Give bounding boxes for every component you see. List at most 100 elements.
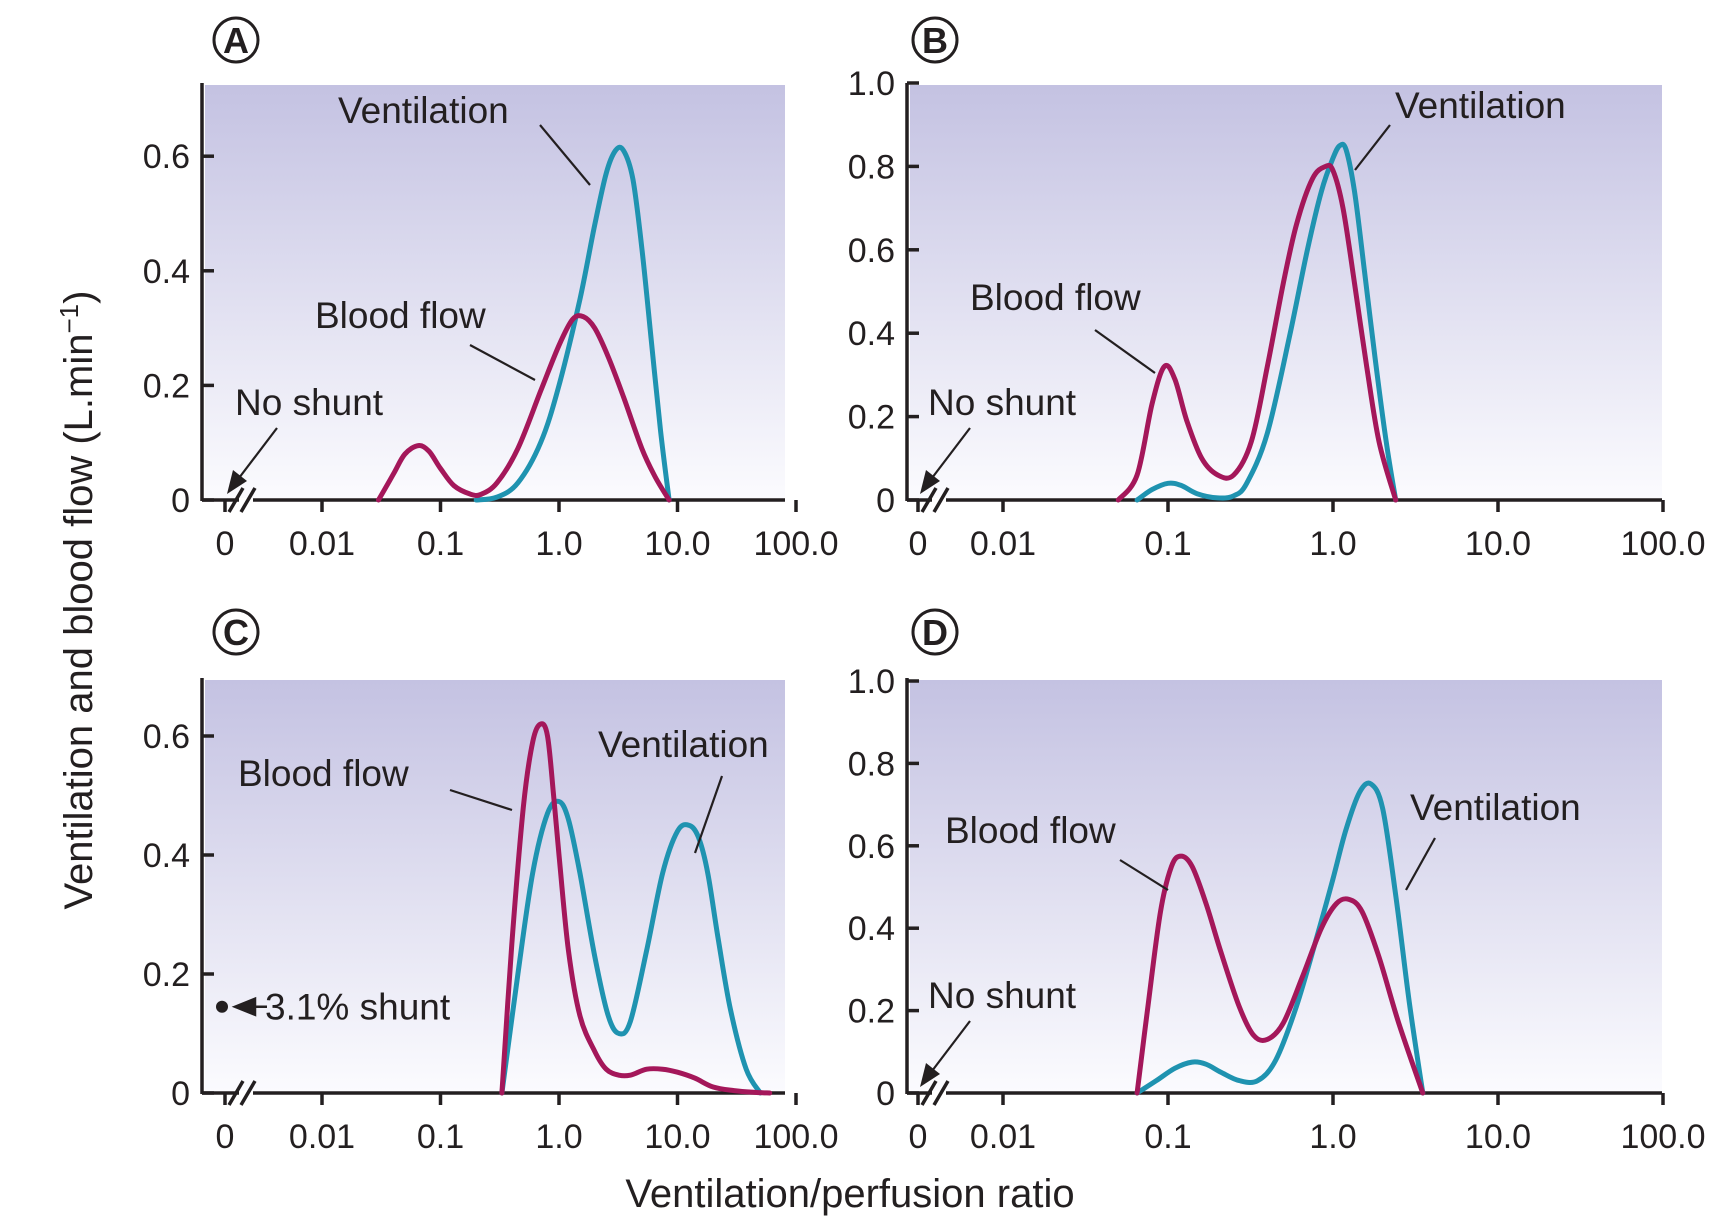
blood-flow-label: Blood flow [238,753,409,794]
panel-badge-letter: A [223,20,249,61]
y-tick-label: 0 [171,1075,190,1113]
ventilation-label: Ventilation [1395,85,1566,126]
y-tick-label: 0.2 [848,399,895,437]
no-shunt-arrow-line [238,427,278,479]
ventilation-leader-line [539,124,591,186]
plot-background [205,85,785,498]
y-tick-label: 0.6 [848,232,895,270]
blood-flow-leader-line [449,788,513,812]
x-tick-label: 0 [909,525,928,563]
x-tick-label: 1.0 [1309,1118,1356,1156]
x-tick-label: 1.0 [535,525,582,563]
blood-flow-curve [499,721,773,1096]
y-tick-label: 1.0 [848,65,895,103]
shunt-label: 3.1% shunt [265,987,451,1028]
arrowhead-icon [227,470,247,494]
no-shunt-label: No shunt [928,975,1077,1016]
panel-a: 0 0.2 0.4 0.6 0 0.01 0.1 1.0 10.0 100.0 Ventilatio… [143,16,839,563]
panel-badge-letter: C [223,612,249,653]
arrowhead-icon [920,470,940,494]
axis-break-mark [227,487,257,513]
blood-flow-label: Blood flow [945,810,1116,851]
ventilation-label: Ventilation [1410,787,1581,828]
x-tick-label: 0.01 [970,1118,1036,1156]
y-tick-label: 0.2 [848,993,895,1031]
panel-d: 0 0.2 0.4 0.6 0.8 1.0 0 0.01 0.1 1.0 10.0 100.0 Vent… [848,608,1706,1156]
panels: 0 0.2 0.4 0.6 0 0.01 0.1 1.0 10.0 100.0 Ventilatio… [143,16,1706,1156]
y-tick-label: 0.4 [848,315,895,353]
panel-b: 0 0.2 0.4 0.6 0.8 1.0 0 0.01 0.1 1.0 10.0 100.0 Vent… [848,16,1706,563]
x-tick-label: 0 [216,1118,235,1156]
shunt-marker [216,1000,228,1013]
arrowhead-icon [920,1063,940,1087]
y-tick-label: 0 [171,482,190,520]
ventilation-curve [473,144,672,503]
x-axis-label: Ventilation/perfusion ratio [625,1172,1074,1216]
blood-flow-curve [1115,162,1399,503]
y-axis-label-close: ) [57,291,101,304]
blood-flow-leader-line [1119,859,1169,891]
x-tick-label: 100.0 [753,1118,838,1156]
x-tick-label: 100.0 [1620,525,1705,563]
x-tick-label: 0.1 [1144,1118,1191,1156]
x-tick-label: 100.0 [1620,1118,1705,1156]
blood-flow-label: Blood flow [315,295,486,336]
panel-badge-circle [911,608,959,656]
axis-break-mark [920,487,950,513]
y-axis-label-superscript: −1 [54,304,84,334]
y-tick-label: 0.4 [143,253,190,291]
panel-badge-circle [212,608,260,656]
ventilation-curve [1134,141,1399,503]
ventilation-leader-line [693,775,724,854]
x-tick-label: 1.0 [535,1118,582,1156]
no-shunt-arrow-line [931,427,971,479]
no-shunt-label: No shunt [928,382,1077,423]
y-tick-label: 0.6 [143,718,190,756]
panel-badge-circle [212,16,260,64]
x-tick-label: 0.1 [1144,525,1191,563]
blood-flow-curve [376,313,672,503]
y-tick-label: 0.4 [143,837,190,875]
x-tick-label: 1.0 [1309,525,1356,563]
x-tick-label: 0.01 [289,525,355,563]
x-tick-label: 0.1 [417,1118,464,1156]
ventilation-label: Ventilation [338,90,509,131]
panel-badge-letter: D [922,612,948,653]
ventilation-leader-line [1405,837,1436,891]
axis-break-mark [227,1080,257,1106]
y-tick-label: 0.2 [143,367,190,405]
x-tick-label: 10.0 [644,525,710,563]
plot-background [205,680,785,1091]
x-tick-label: 10.0 [644,1118,710,1156]
y-tick-label: 1.0 [848,663,895,701]
x-tick-label: 0.01 [970,525,1036,563]
ventilation-label: Ventilation [598,724,769,765]
x-tick-label: 0 [909,1118,928,1156]
axis-break-mark [920,1080,950,1106]
x-tick-label: 10.0 [1465,1118,1531,1156]
y-axis-label: Ventilation and blood flow (L.min−1) [54,291,101,910]
blood-flow-leader-line [469,344,536,381]
y-tick-label: 0.2 [143,956,190,994]
y-axis-label-main: Ventilation and blood flow (L.min [57,334,101,910]
x-tick-label: 0 [216,525,235,563]
y-tick-label: 0 [876,1075,895,1113]
y-tick-label: 0.8 [848,148,895,186]
ventilation-curve [1134,780,1426,1096]
y-tick-label: 0.6 [848,828,895,866]
plot-background [910,85,1662,498]
ventilation-curve [499,798,763,1096]
x-tick-label: 100.0 [753,525,838,563]
x-tick-label: 10.0 [1465,525,1531,563]
no-shunt-arrow-line [931,1020,971,1072]
x-tick-label: 0.01 [289,1118,355,1156]
ventilation-leader-line [1354,124,1391,171]
blood-flow-leader-line [1094,329,1156,374]
blood-flow-curve [1134,853,1426,1096]
blood-flow-label: Blood flow [970,277,1141,318]
panel-badge-circle [911,16,959,64]
y-tick-label: 0 [876,482,895,520]
panel-c: 0 0.2 0.4 0.6 0 0.01 0.1 1.0 10.0 100.0 Ventilatio… [143,608,839,1156]
x-tick-label: 0.1 [417,525,464,563]
